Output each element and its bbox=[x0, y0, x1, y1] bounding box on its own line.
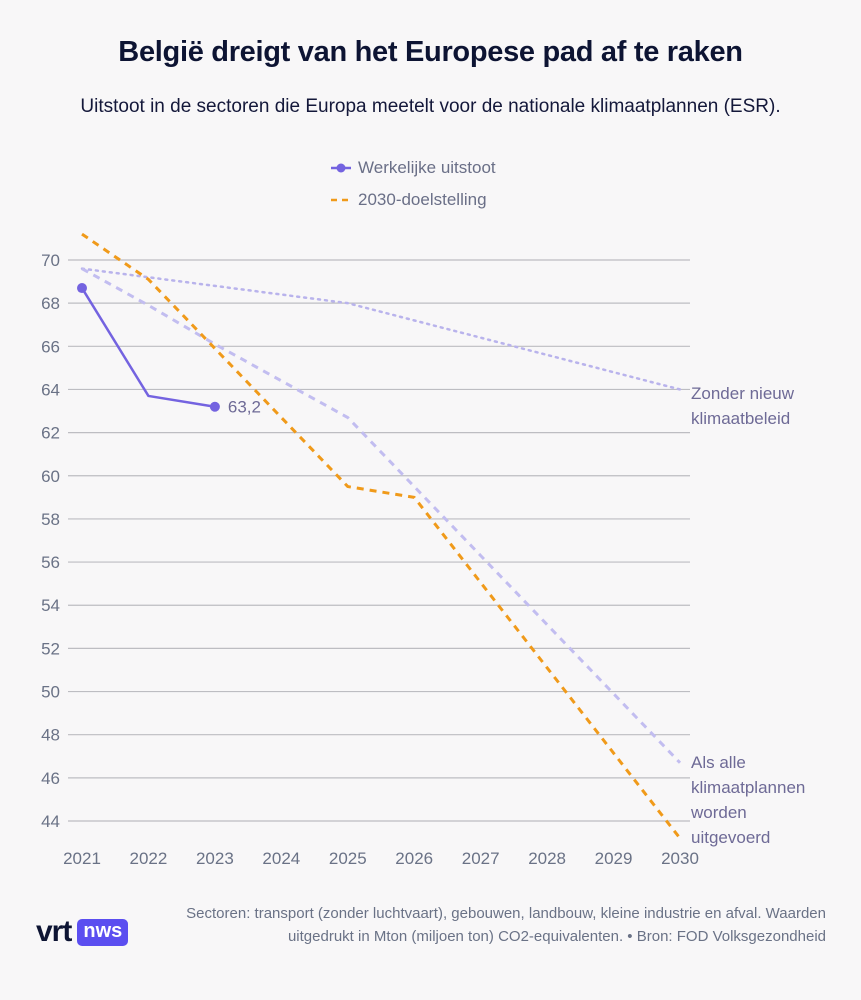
series-line-3 bbox=[80, 287, 216, 408]
legend-swatch-target bbox=[331, 198, 351, 202]
data-label: 63,2 bbox=[228, 398, 261, 417]
y-tick-label: 52 bbox=[41, 639, 60, 658]
y-axis-ticks: 44 46 48 50 52 54 56 58 60 62 64 66 68 70 bbox=[41, 251, 60, 831]
series-line-0 bbox=[80, 267, 682, 391]
series-markers bbox=[77, 283, 220, 412]
series-end-label: klimaatplannen bbox=[691, 778, 805, 797]
series-end-label: worden bbox=[690, 803, 747, 822]
x-tick-label: 2026 bbox=[395, 849, 433, 868]
x-tick-label: 2024 bbox=[262, 849, 300, 868]
source-note: Sectoren: transport (zonder luchtvaart),… bbox=[186, 905, 826, 945]
y-tick-label: 44 bbox=[41, 812, 60, 831]
legend-swatch-actual bbox=[331, 163, 351, 173]
x-tick-label: 2025 bbox=[329, 849, 367, 868]
y-tick-label: 50 bbox=[41, 683, 60, 702]
legend-label-target: 2030-doelstelling bbox=[358, 190, 487, 209]
logo-vrt: vrt bbox=[36, 915, 72, 948]
y-tick-label: 66 bbox=[41, 337, 60, 356]
series-end-label: Zonder nieuw bbox=[691, 384, 795, 403]
y-tick-label: 62 bbox=[41, 424, 60, 443]
x-tick-label: 2021 bbox=[63, 849, 101, 868]
x-tick-label: 2022 bbox=[130, 849, 168, 868]
y-tick-label: 48 bbox=[41, 726, 60, 745]
series-end-label: Als alle bbox=[691, 753, 746, 772]
x-tick-label: 2030 bbox=[661, 849, 699, 868]
series-line-2 bbox=[81, 232, 682, 840]
y-tick-label: 58 bbox=[41, 510, 60, 529]
gridlines bbox=[68, 259, 690, 822]
legend-label-actual: Werkelijke uitstoot bbox=[358, 158, 496, 177]
legend-item-actual: Werkelijke uitstoot bbox=[330, 158, 496, 178]
y-tick-label: 64 bbox=[41, 380, 60, 399]
y-tick-label: 60 bbox=[41, 467, 60, 486]
series-labels: Zonder nieuw klimaatbeleid Als alle klimaat… bbox=[228, 384, 805, 847]
series-end-label: uitgevoerd bbox=[691, 828, 770, 847]
y-tick-label: 54 bbox=[41, 596, 60, 615]
y-tick-label: 68 bbox=[41, 294, 60, 313]
logo-nws-badge: nws bbox=[77, 918, 129, 946]
data-point-marker bbox=[209, 401, 220, 412]
series-end-label: klimaatbeleid bbox=[691, 409, 790, 428]
x-tick-label: 2023 bbox=[196, 849, 234, 868]
data-point-marker bbox=[77, 283, 87, 294]
vrt-nws-logo: vrt nws bbox=[36, 915, 129, 949]
y-tick-label: 56 bbox=[41, 553, 60, 572]
x-axis-ticks: 2021 2022 2023 2024 2025 2026 2027 2028 2029 2030 bbox=[63, 849, 699, 868]
chart-subtitle: Uitstoot in de sectoren die Europa meete… bbox=[80, 96, 781, 117]
series-lines bbox=[80, 232, 682, 840]
x-tick-label: 2027 bbox=[462, 849, 500, 868]
legend-item-target: 2030-doelstelling bbox=[330, 190, 487, 210]
x-tick-label: 2029 bbox=[595, 849, 633, 868]
y-tick-label: 46 bbox=[41, 769, 60, 788]
y-tick-label: 70 bbox=[41, 251, 60, 270]
series-line-1 bbox=[81, 267, 682, 764]
chart-title: België dreigt van het Europese pad af te… bbox=[118, 36, 743, 68]
x-tick-label: 2028 bbox=[528, 849, 566, 868]
